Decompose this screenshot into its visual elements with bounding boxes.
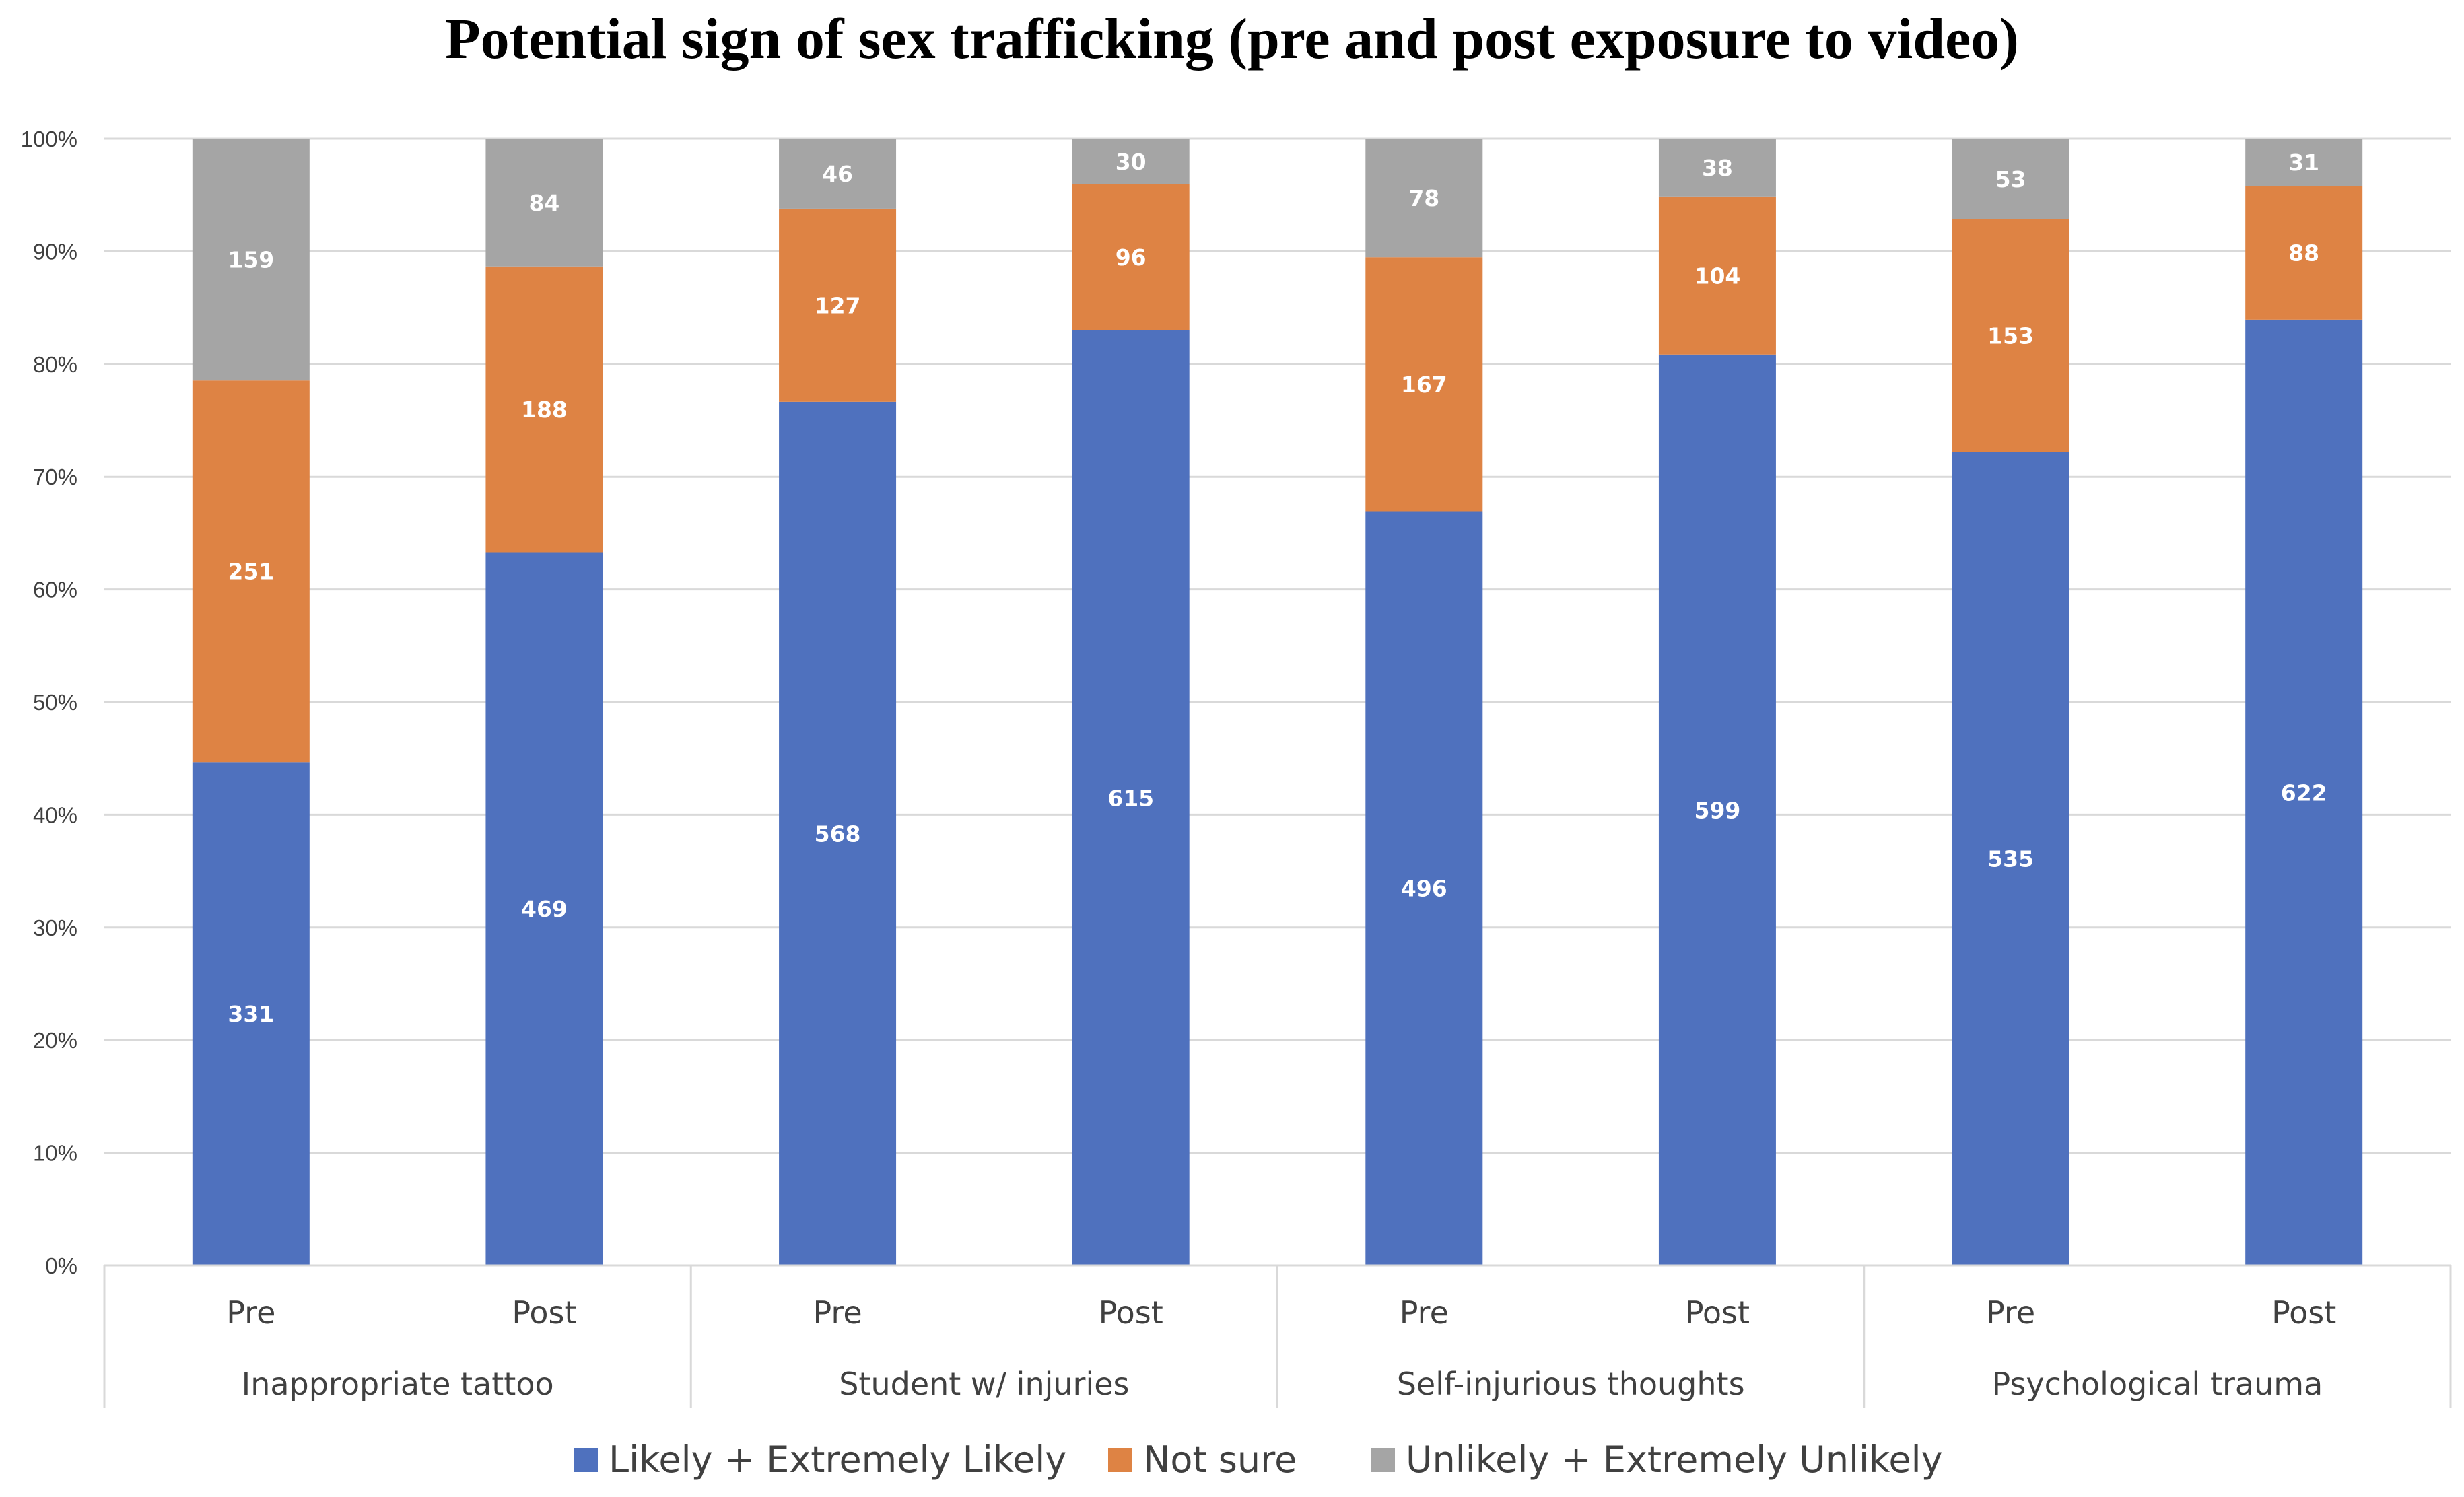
data-label: 104 (1694, 263, 1740, 289)
group-label: Self-injurious thoughts (1397, 1366, 1745, 1402)
legend-swatch (1371, 1448, 1395, 1472)
bar-segment-unlikely (1952, 139, 2069, 219)
y-tick-label: 60% (33, 578, 77, 602)
legend-swatch (574, 1448, 598, 1472)
bar-segment-unlikely (779, 139, 897, 209)
data-label: 31 (2288, 149, 2319, 176)
data-label: 78 (1408, 185, 1439, 211)
bar-segment-not-sure (1952, 219, 2069, 452)
y-tick-label: 0% (45, 1253, 77, 1278)
data-label: 30 (1116, 149, 1147, 175)
data-label: 127 (815, 292, 861, 318)
group-label: Student w/ injuries (839, 1366, 1129, 1402)
data-label: 496 (1401, 876, 1447, 902)
data-label: 469 (521, 896, 568, 922)
bar-segment-unlikely (2245, 139, 2363, 186)
bar-segment-not-sure (1072, 184, 1190, 330)
data-label: 153 (1987, 323, 2034, 349)
data-label: 38 (1702, 155, 1733, 181)
data-label: 331 (228, 1001, 274, 1027)
data-label: 46 (822, 161, 853, 187)
bar-segment-not-sure (779, 208, 897, 402)
bar-segment-not-sure (1365, 257, 1483, 512)
data-label: 159 (228, 247, 274, 273)
y-tick-label: 40% (33, 802, 77, 827)
legend: Likely + Extremely Likely Not sure Unlikel… (574, 1438, 1943, 1481)
bar-segment-likely (192, 762, 310, 1265)
y-tick-label: 100% (21, 127, 77, 151)
y-tick-label: 80% (33, 352, 77, 377)
data-label: 96 (1116, 244, 1147, 271)
bar-segment-unlikely (1658, 139, 1776, 197)
bar-segment-unlikely (1072, 139, 1190, 184)
bar-segment-unlikely (1365, 139, 1483, 258)
bar-segment-likely (1072, 330, 1190, 1266)
legend-label: Likely + Extremely Likely (609, 1438, 1066, 1481)
bar-segment-likely (485, 552, 603, 1265)
bar-segment-not-sure (485, 266, 603, 553)
legend-swatch (1108, 1448, 1132, 1472)
data-label: 188 (521, 396, 568, 423)
data-label: 84 (528, 190, 559, 216)
bar-segment-not-sure (1658, 196, 1776, 355)
y-tick-label: 10% (33, 1141, 77, 1166)
x-tick-label: Post (1685, 1294, 1750, 1331)
x-tick-label: Pre (1400, 1294, 1449, 1331)
y-tick-label: 50% (33, 690, 77, 715)
y-axis-ticks: 0% 10% 20% 30% 40% 50% 60% 70% 80% 90% 100% (21, 127, 77, 1278)
data-label: 615 (1107, 785, 1154, 811)
group-label: Psychological trauma (1991, 1366, 2323, 1402)
bar-segment-likely (1658, 354, 1776, 1266)
bar-segment-unlikely (485, 139, 603, 267)
x-tick-label: Post (512, 1294, 576, 1331)
data-label: 535 (1987, 846, 2034, 872)
data-label: 53 (1995, 166, 2026, 193)
legend-label: Unlikely + Extremely Unlikely (1406, 1438, 1943, 1481)
y-tick-label: 30% (33, 915, 77, 940)
bar-segment-unlikely (192, 139, 310, 381)
bar-segment-likely (779, 401, 897, 1265)
bars: 331 251 159 469 188 84 568 127 46 615 96 30 496 167 78… (192, 139, 2363, 1266)
bar-segment-likely (1952, 452, 2069, 1266)
x-tick-label: Post (2271, 1294, 2336, 1331)
y-tick-label: 20% (33, 1028, 77, 1053)
x-tick-label: Post (1099, 1294, 1163, 1331)
data-label: 88 (2288, 240, 2319, 266)
bar-segment-not-sure (2245, 186, 2363, 320)
data-label: 251 (228, 559, 274, 585)
gridlines (104, 137, 2451, 1267)
x-tick-label: Pre (1986, 1294, 2035, 1331)
x-tick-label: Pre (226, 1294, 275, 1331)
bar-segment-likely (1365, 511, 1483, 1265)
legend-label: Not sure (1143, 1438, 1297, 1481)
group-label: Inappropriate tattoo (242, 1366, 554, 1402)
y-tick-label: 70% (33, 464, 77, 489)
y-tick-label: 90% (33, 239, 77, 264)
x-tick-label: Pre (813, 1294, 862, 1331)
data-label: 622 (2281, 779, 2327, 806)
data-label: 167 (1401, 372, 1447, 398)
data-label: 599 (1694, 797, 1740, 823)
x-axis: Pre Post Inappropriate tattoo Pre Post Studen… (103, 1264, 2452, 1408)
bar-segment-not-sure (192, 380, 310, 763)
data-label: 568 (815, 821, 861, 847)
bar-segment-likely (2245, 319, 2363, 1266)
chart-title: Potential sign of sex trafficking (pre a… (445, 6, 2019, 71)
